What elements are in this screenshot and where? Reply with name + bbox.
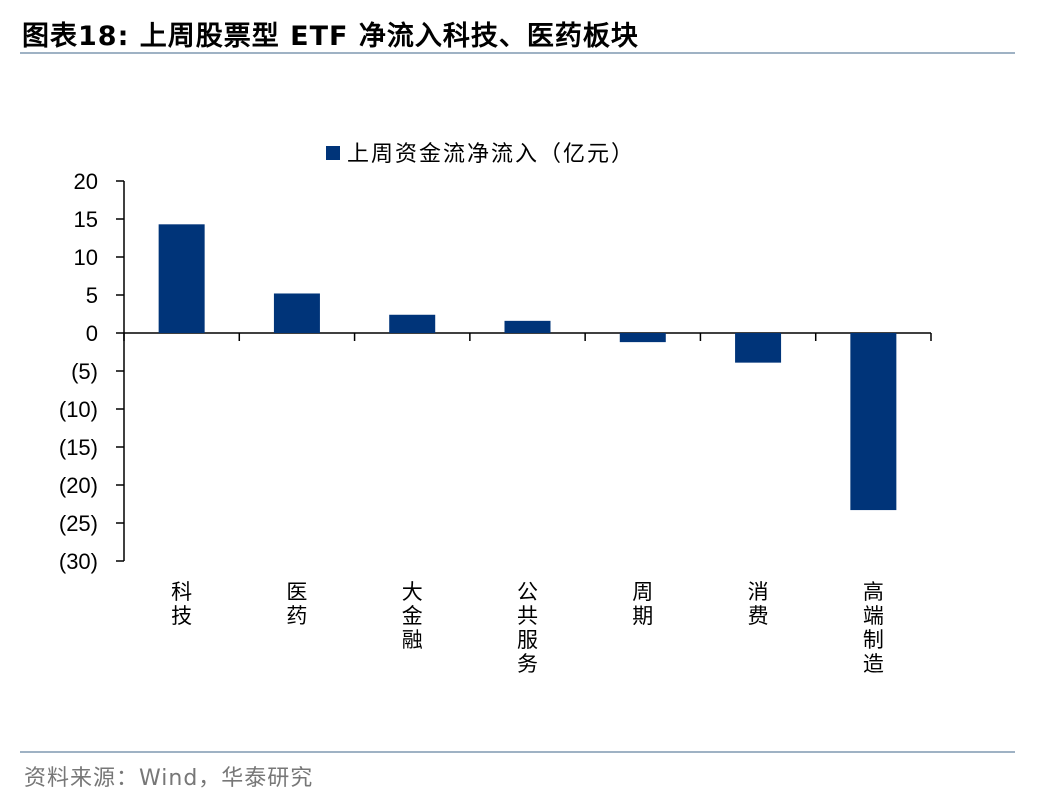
title-divider	[20, 52, 1015, 54]
y-axis-tick-label: (10)	[59, 397, 98, 422]
y-axis-tick-label: 20	[74, 169, 98, 194]
y-axis-tick-label: (20)	[59, 473, 98, 498]
source-note: 资料来源：Wind，华泰研究	[24, 766, 314, 791]
y-axis-tick-label: 5	[86, 283, 98, 308]
bar-2	[389, 314, 436, 333]
bar-6	[850, 333, 897, 511]
x-axis-category-label: 科技	[171, 580, 192, 628]
axes	[123, 181, 932, 561]
x-axis-categories: 科技 医药 大金融 公共服务 周期 消费 高端制造	[171, 580, 884, 676]
x-axis-category-label: 大金融	[402, 580, 423, 652]
x-axis-category-label: 医药	[286, 580, 307, 628]
x-axis-category-label: 消费	[748, 580, 769, 628]
y-axis-tick-label: 15	[74, 207, 98, 232]
bars	[158, 224, 897, 511]
bar-0	[158, 224, 205, 333]
legend-label: 上周资金流净流入（亿元）	[347, 142, 635, 167]
bar-3	[504, 320, 551, 333]
legend: 上周资金流净流入（亿元）	[326, 142, 635, 167]
y-axis-tick-label: (15)	[59, 435, 98, 460]
legend-swatch	[326, 146, 340, 160]
footer-divider	[20, 751, 1015, 753]
page-title: 图表18: 上周股票型 ETF 净流入科技、医药板块	[22, 21, 639, 52]
y-axis-ticks: 20 15 10 5 0 (5) (10) (15) (20) (25) (30)	[59, 169, 124, 574]
x-axis-category-label: 周期	[632, 580, 653, 628]
y-axis-tick-label: 10	[74, 245, 98, 270]
x-axis-category-label: 高端制造	[863, 580, 884, 676]
y-axis-tick-label: (5)	[71, 359, 98, 384]
x-axis-category-label: 公共服务	[517, 580, 538, 676]
y-axis-tick-label: (30)	[59, 549, 98, 574]
bar-4	[619, 333, 666, 343]
y-axis-tick-label: (25)	[59, 511, 98, 536]
y-axis-tick-label: 0	[86, 321, 98, 346]
bar-1	[273, 293, 320, 333]
bar-5	[735, 333, 782, 363]
